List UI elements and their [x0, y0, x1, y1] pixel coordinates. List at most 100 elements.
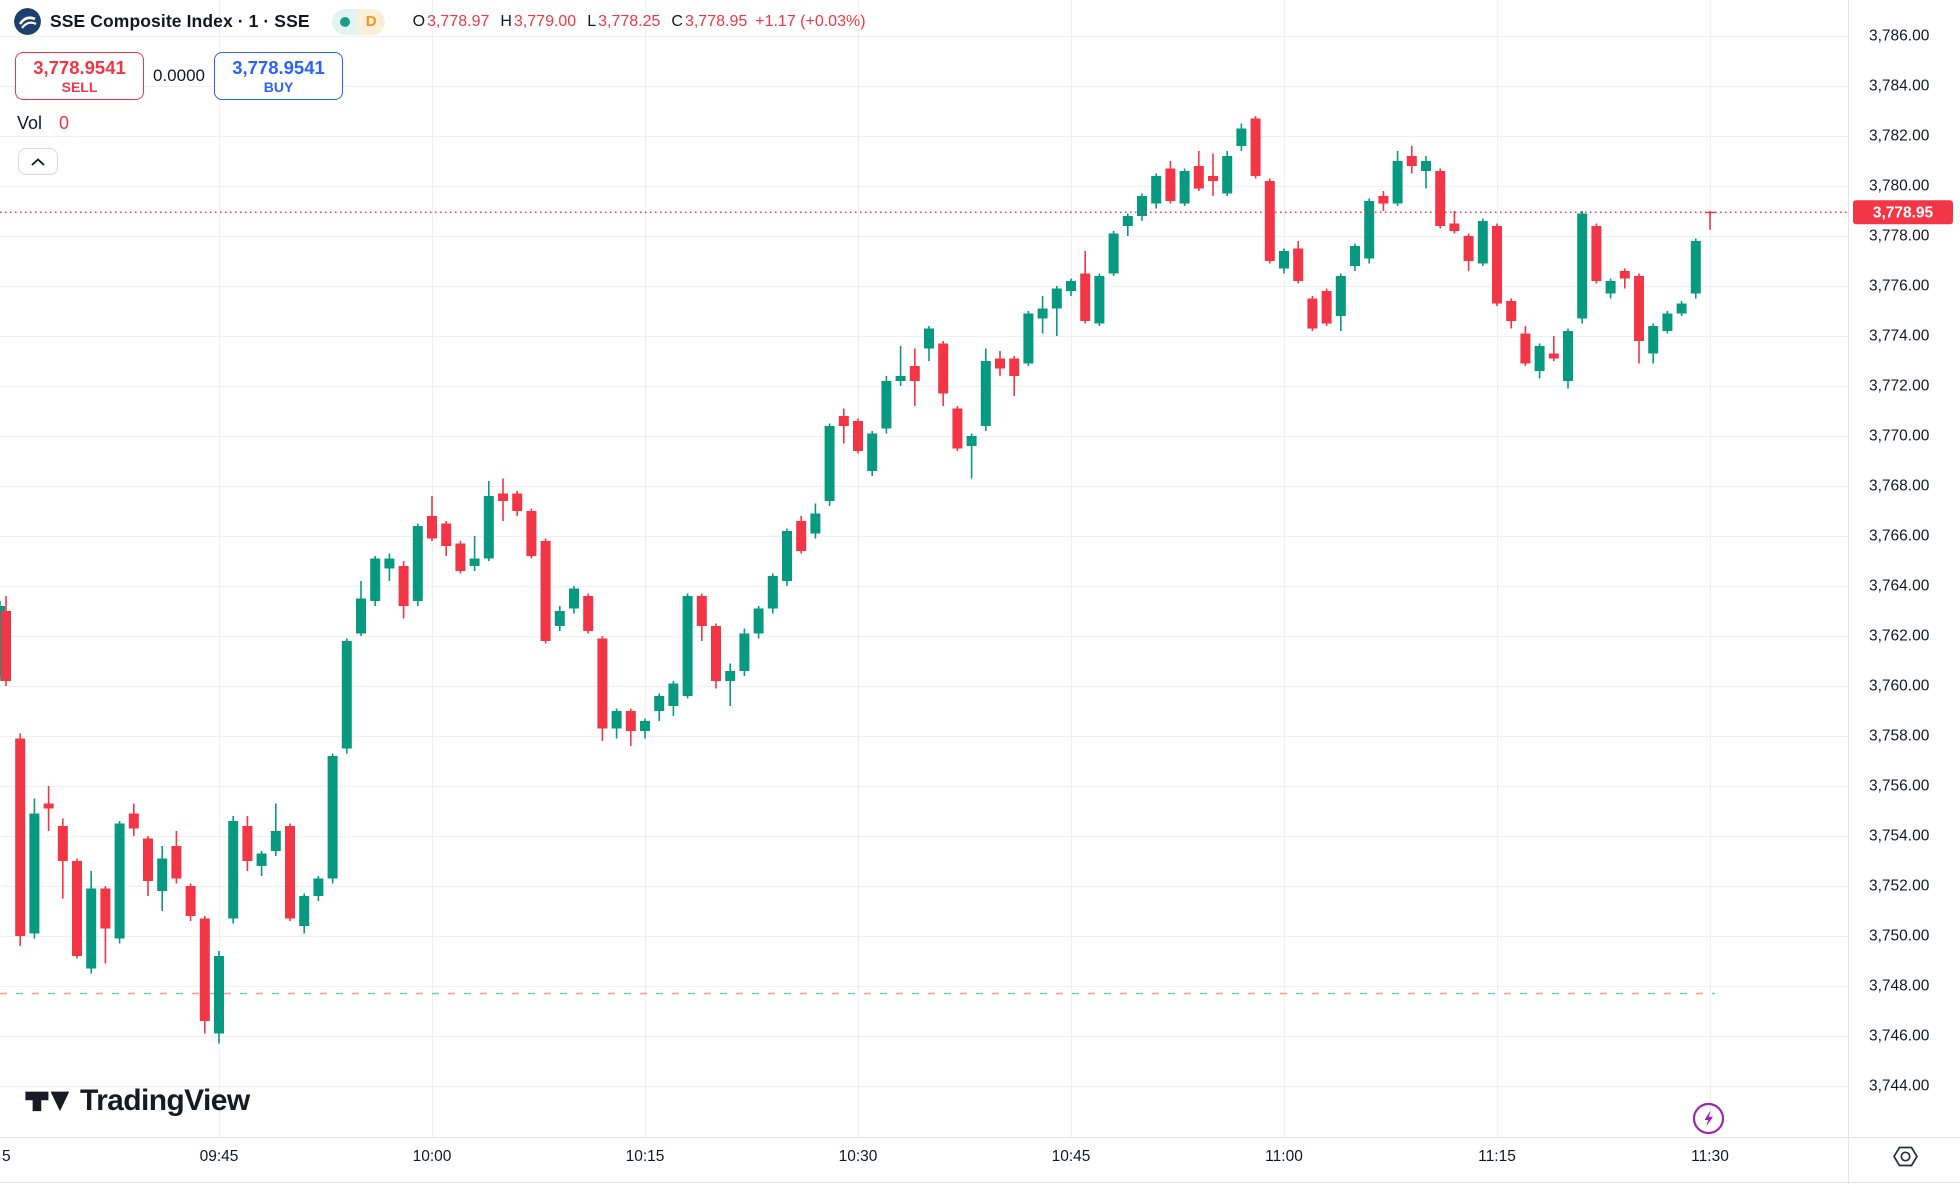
candle-body [995, 358, 1005, 369]
price-axis[interactable]: 3,786.00 3,784.00 3,782.00 3,780.00 3,778.00… [1853, 28, 1953, 1095]
close-value: 3,778.95 [684, 12, 748, 30]
price-axis-label: 3,784.00 [1869, 78, 1930, 95]
candle-body [1307, 298, 1318, 329]
candle-body [43, 803, 54, 809]
candle-body [1449, 223, 1460, 231]
price-axis-label: 3,780.00 [1869, 178, 1930, 195]
candle-body [753, 608, 764, 634]
candle-body [895, 376, 906, 381]
candle-body [767, 576, 778, 609]
candle-body [696, 596, 707, 626]
candle-body [1293, 248, 1304, 281]
candle-body [270, 831, 281, 851]
price-axis-label: 3,744.00 [1869, 1078, 1930, 1095]
last-price-badge [1853, 200, 1953, 225]
chevron-up-icon [31, 157, 45, 166]
candle-body [881, 381, 892, 429]
candle-body [143, 838, 153, 881]
candle-body [867, 433, 878, 471]
tradingview-logo[interactable]: TradingView [24, 1082, 250, 1120]
interval-pill: D [331, 8, 385, 35]
price-axis-label: 3,772.00 [1869, 378, 1930, 395]
chart-legend: SSE Composite Index · 1 · SSE D O 3,778.9… [14, 8, 866, 35]
collapse-panel-button[interactable] [18, 148, 58, 175]
sell-price: 3,778.9541 [33, 57, 126, 79]
lightning-button[interactable] [1692, 1102, 1725, 1135]
close-label: C [671, 12, 683, 30]
candle-body [1520, 333, 1531, 364]
candle-body [29, 813, 40, 934]
candle-body [668, 683, 679, 706]
price-axis-label: 3,764.00 [1869, 578, 1930, 595]
candle-body [1648, 326, 1659, 354]
open-value: 3,778.97 [427, 12, 490, 30]
candle-body [1435, 171, 1446, 226]
candle-body [1662, 313, 1673, 331]
time-axis-label: 10:15 [626, 1148, 665, 1165]
lightning-icon [1692, 1102, 1725, 1135]
candle-body [1548, 353, 1559, 359]
candle-body [128, 813, 139, 829]
candle-body [909, 366, 920, 381]
candle-body [384, 558, 395, 569]
price-axis-label: 3,774.00 [1869, 328, 1930, 345]
change-value: +1.17 (+0.03%) [755, 12, 866, 30]
candle-body [625, 711, 636, 731]
candle-body [313, 878, 324, 896]
candle-body [640, 721, 650, 731]
candle-body [810, 513, 821, 534]
candle-body [682, 596, 693, 696]
candle-body [1236, 128, 1247, 146]
candle-body [966, 436, 977, 446]
time-axis-label: 10:45 [1052, 1148, 1091, 1165]
tradingview-text: TradingView [80, 1084, 250, 1117]
volume-value: 0 [59, 113, 70, 133]
candle-body [980, 361, 991, 426]
time-axis[interactable]: 5 09:45 10:00 10:15 10:30 10:45 11:00 11:15 11:3… [2, 1148, 1729, 1165]
time-axis-label: 5 [2, 1148, 11, 1165]
price-axis-label: 3,782.00 [1869, 128, 1930, 145]
interval-badge[interactable]: D [357, 8, 385, 35]
candle-body [1690, 241, 1701, 294]
price-axis-label: 3,754.00 [1869, 828, 1930, 845]
candle-body [540, 541, 551, 641]
price-axis-label: 3,786.00 [1869, 28, 1930, 45]
open-label: O [412, 12, 426, 30]
candle-body [57, 826, 68, 861]
candle-body [412, 526, 423, 601]
candle-body [1165, 168, 1176, 201]
candle-body [242, 826, 253, 861]
sell-button[interactable]: 3,778.9541 SELL [15, 52, 144, 100]
candle-body [824, 426, 835, 501]
candle-body [441, 523, 452, 546]
candle-body [526, 511, 537, 556]
price-axis-label: 3,756.00 [1869, 778, 1930, 795]
high-label: H [500, 12, 512, 30]
symbol-logo-icon [14, 8, 41, 35]
candle-body [1534, 346, 1545, 371]
candle-body [1563, 331, 1573, 381]
candle-body [1122, 216, 1133, 226]
high-value: 3,779.00 [513, 12, 577, 30]
candle-body [654, 696, 665, 711]
candle-body [938, 343, 949, 394]
candle-body [214, 956, 224, 1034]
candle-body [1179, 171, 1190, 204]
buy-button[interactable]: 3,778.9541 BUY [214, 52, 343, 100]
price-axis-label: 3,766.00 [1869, 528, 1930, 545]
candle-body [1406, 156, 1417, 166]
buy-label: BUY [263, 78, 294, 95]
candle-body [1094, 276, 1105, 324]
candle-body [725, 671, 736, 681]
candle-body [299, 896, 310, 926]
axis-settings-button[interactable] [1891, 1143, 1920, 1170]
time-axis-label: 11:00 [1265, 1148, 1303, 1165]
candle-body [1193, 166, 1204, 189]
candle-body [1137, 196, 1147, 216]
candle-body [327, 756, 338, 879]
candle-body [483, 496, 494, 559]
time-axis-label: 10:30 [839, 1148, 878, 1165]
candle-body [1264, 181, 1275, 261]
candle-body [199, 918, 210, 1021]
